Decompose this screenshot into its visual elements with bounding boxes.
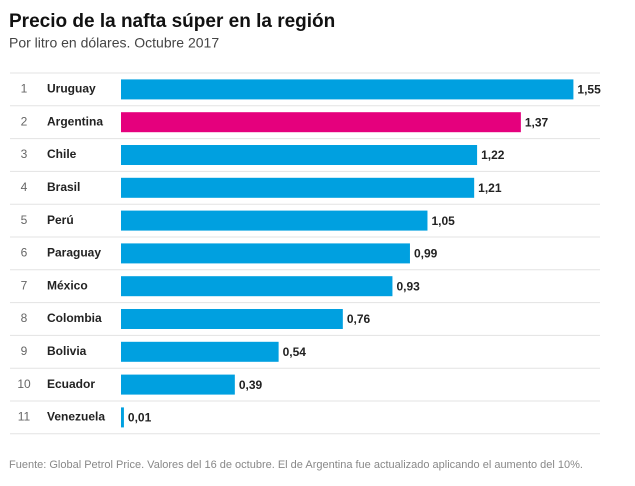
rank-label: 10	[17, 377, 31, 391]
bar	[121, 341, 279, 362]
category-label: Paraguay	[47, 246, 101, 260]
bar	[121, 243, 410, 264]
category-label: Argentina	[47, 114, 103, 128]
value-label: 1,21	[478, 181, 502, 195]
value-label: 1,55	[577, 83, 601, 97]
value-label: 1,05	[431, 214, 455, 228]
category-label: Brasil	[47, 180, 80, 194]
rank-label: 1	[21, 82, 28, 96]
value-label: 0,39	[239, 378, 263, 392]
rank-label: 6	[21, 246, 28, 260]
value-label: 0,93	[396, 279, 420, 293]
category-label: Chile	[47, 147, 77, 161]
rank-label: 5	[21, 213, 28, 227]
bar	[121, 177, 475, 198]
rank-label: 11	[18, 410, 31, 424]
rank-label: 7	[21, 278, 28, 292]
value-label: 0,01	[128, 411, 152, 425]
bar	[121, 309, 343, 329]
rank-label: 4	[21, 180, 28, 194]
rank-label: 8	[21, 311, 28, 325]
category-label: Ecuador	[47, 377, 95, 391]
value-label: 0,99	[414, 247, 438, 261]
value-label: 0,76	[347, 312, 371, 326]
bar	[121, 210, 428, 231]
chart-title: Precio de la nafta súper en la región	[9, 11, 335, 32]
value-label: 0,54	[283, 345, 307, 359]
rank-label: 2	[21, 114, 28, 128]
bar	[121, 112, 521, 133]
bar	[121, 276, 393, 297]
category-label: México	[47, 278, 88, 292]
bar	[121, 374, 235, 395]
source-note: Fuente: Global Petrol Price. Valores del…	[9, 459, 583, 471]
category-label: Bolivia	[47, 344, 87, 358]
category-label: Perú	[47, 213, 74, 227]
rank-label: 3	[21, 147, 28, 161]
category-label: Venezuela	[47, 410, 105, 424]
category-label: Colombia	[47, 311, 102, 325]
bar	[121, 145, 478, 165]
category-label: Uruguay	[47, 82, 96, 96]
bar	[121, 79, 574, 100]
chart-subtitle: Por litro en dólares. Octubre 2017	[9, 35, 219, 51]
value-label: 1,22	[481, 148, 505, 162]
bar	[121, 407, 124, 428]
rank-label: 9	[21, 344, 28, 358]
value-label: 1,37	[525, 115, 549, 129]
